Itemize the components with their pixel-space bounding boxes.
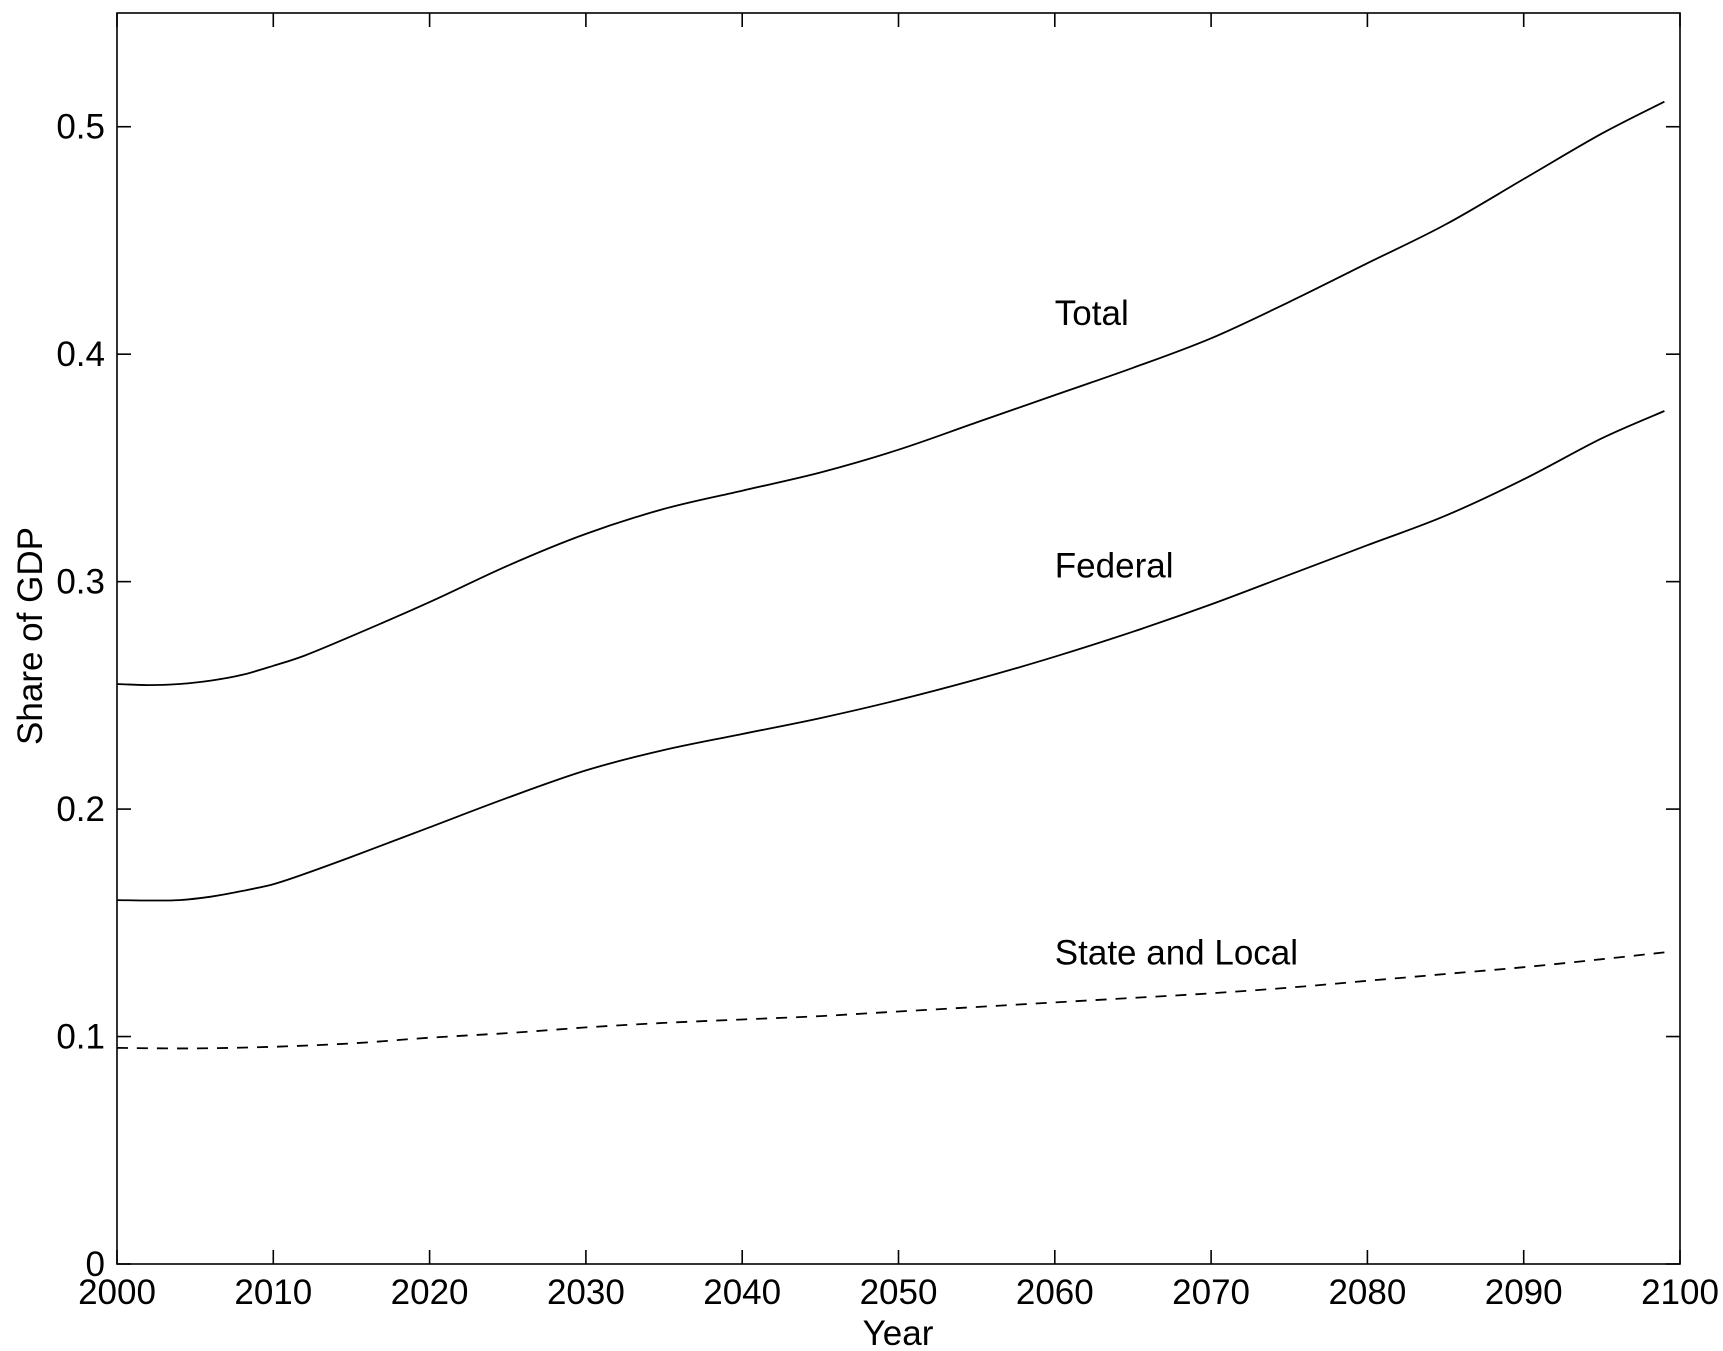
x-axis: 2000 2010 2020 2030 2040 2050 2060 2070 2080 2090… <box>78 13 1719 1312</box>
series-labels: Total Federal State and Local <box>1055 294 1298 972</box>
x-tick-label: 2000 <box>78 1273 156 1312</box>
x-tick-label: 2090 <box>1485 1273 1563 1312</box>
x-tick-label: 2010 <box>234 1273 312 1312</box>
series-label-total: Total <box>1055 294 1129 333</box>
x-tick-label: 2040 <box>703 1273 781 1312</box>
x-tick-label: 2020 <box>391 1273 469 1312</box>
y-tick-label: 0.4 <box>56 335 105 374</box>
y-axis: 0 0.1 0.2 0.3 0.4 0.5 <box>56 108 1680 1284</box>
plot-frame <box>116 12 1681 1265</box>
series-line-state-and-local <box>116 951 1665 1050</box>
series-line-total <box>116 100 1665 687</box>
x-tick-label: 2060 <box>1016 1273 1094 1312</box>
x-tick-label: 2080 <box>1328 1273 1406 1312</box>
series-line-federal <box>116 410 1665 902</box>
x-tick-label: 2100 <box>1641 1273 1719 1312</box>
y-axis-title: Share of GDP <box>11 527 50 745</box>
y-tick-label: 0.3 <box>56 563 105 602</box>
x-tick-label: 2030 <box>547 1273 625 1312</box>
series-label-state-and-local: State and Local <box>1055 933 1298 972</box>
x-axis-title: Year <box>863 1314 934 1351</box>
y-tick-label: 0.5 <box>56 108 105 147</box>
x-tick-label: 2050 <box>860 1273 938 1312</box>
y-tick-label: 0 <box>86 1245 105 1284</box>
y-tick-label: 0.2 <box>56 790 105 829</box>
series-label-federal: Federal <box>1055 547 1174 586</box>
series-layer <box>116 100 1665 1050</box>
x-tick-label: 2070 <box>1172 1273 1250 1312</box>
y-tick-label: 0.1 <box>56 1018 105 1057</box>
